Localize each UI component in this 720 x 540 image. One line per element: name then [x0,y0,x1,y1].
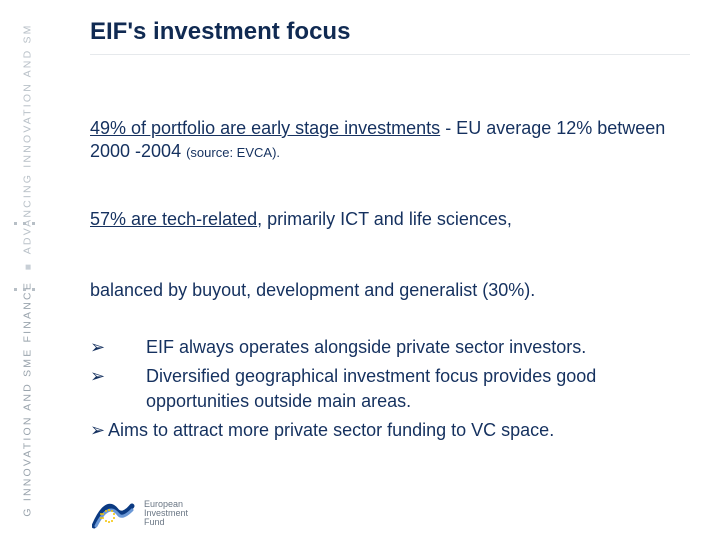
title-rule [90,54,690,55]
content: EIF's investment focus 49% of portfolio … [90,18,690,443]
rail-dots-icon [14,288,35,291]
bullet-text: Aims to attract more private sector fund… [108,418,690,443]
p2-rest: , primarily ICT and life sciences, [257,209,512,229]
bullet-row: ➢ EIF always operates alongside private … [90,335,690,360]
rail-segment-2: ADVANCING INNOVATION AND SM [22,23,34,254]
chevron-right-icon: ➢ [90,364,146,389]
eif-logo-text: European Investment Fund [144,500,188,527]
p2-underlined: 57% are tech-related [90,209,257,229]
bullet-text: EIF always operates alongside private se… [146,335,690,360]
left-rail-text: G INNOVATION AND SME FINANCE ADVANCING I… [22,23,34,516]
bullet-row: ➢ Diversified geographical investment fo… [90,364,690,414]
chevron-right-icon: ➢ [90,335,146,360]
p1-source: (source: EVCA). [186,145,280,160]
chevron-right-icon: ➢ [90,418,108,443]
paragraph-3: balanced by buyout, development and gene… [90,279,690,302]
logo-line-3: Fund [144,518,188,527]
left-rail: G INNOVATION AND SME FINANCE ADVANCING I… [0,0,56,540]
eif-logo-mark-icon [92,496,136,530]
rail-dots-icon [14,222,35,225]
bullet-row: ➢ Aims to attract more private sector fu… [90,418,690,443]
dot-separator-icon [26,265,31,270]
eif-logo: European Investment Fund [92,496,188,530]
p1-underlined: 49% of portfolio are early stage investm… [90,118,440,138]
slide: G INNOVATION AND SME FINANCE ADVANCING I… [0,0,720,540]
paragraph-1: 49% of portfolio are early stage investm… [90,117,690,164]
page-title: EIF's investment focus [90,18,690,46]
bullet-text: Diversified geographical investment focu… [146,364,690,414]
paragraph-2: 57% are tech-related, primarily ICT and … [90,208,690,231]
rail-segment-1: G INNOVATION AND SME FINANCE [22,281,34,517]
bullet-list: ➢ EIF always operates alongside private … [90,335,690,444]
